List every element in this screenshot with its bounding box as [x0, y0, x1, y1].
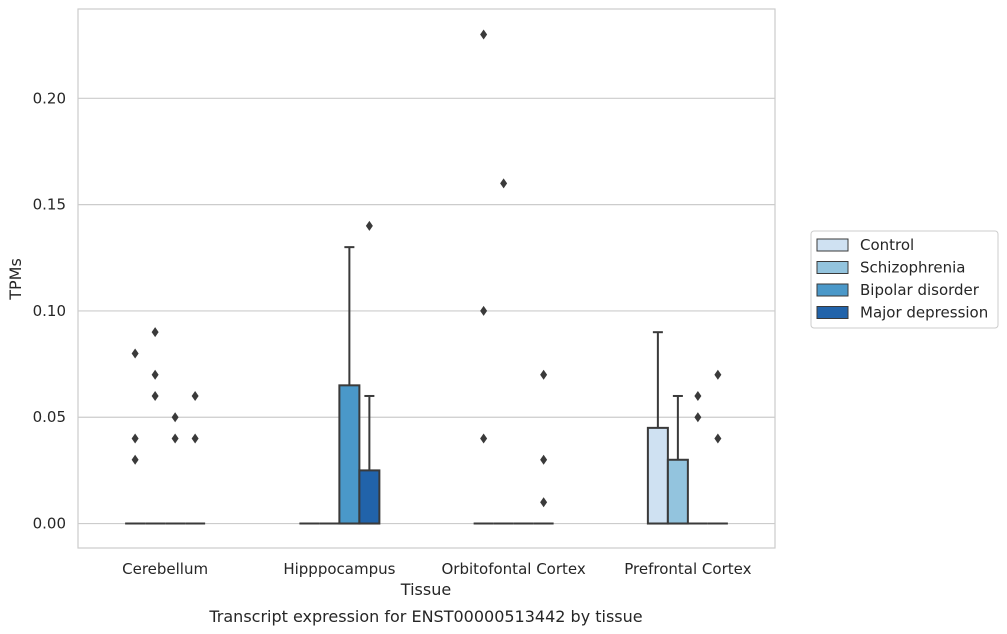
outlier-point	[694, 390, 702, 401]
outlier-point	[151, 369, 159, 380]
box-body	[338, 384, 361, 525]
box-body	[646, 426, 669, 525]
box-group	[707, 369, 728, 525]
outlier-point	[191, 433, 199, 444]
outlier-point	[540, 369, 548, 380]
outlier-point	[171, 433, 179, 444]
box-group	[358, 220, 381, 525]
x-tick-label: Hipppocampus	[283, 560, 395, 578]
box-body	[666, 458, 689, 525]
y-tick-label: 0.15	[33, 196, 66, 214]
legend-label: Major depression	[860, 304, 988, 322]
x-axis-ticks: Cerebellum Hipppocampus Orbitofontal Corte…	[122, 560, 751, 578]
box-group	[646, 331, 669, 525]
y-tick-label: 0.00	[33, 515, 66, 533]
outlier-point	[714, 369, 722, 380]
box-group	[145, 327, 166, 525]
plot-marks	[125, 29, 728, 525]
outlier-point	[191, 390, 199, 401]
y-axis-ticks: 0.00 0.05 0.10 0.15 0.20	[33, 89, 66, 532]
box-group	[687, 390, 708, 525]
legend-item: Control	[816, 236, 914, 254]
outlier-point	[131, 348, 139, 359]
legend-label: Control	[860, 236, 914, 254]
outlier-point	[131, 433, 139, 444]
legend-item: Major depression	[816, 304, 988, 322]
outlier-point	[500, 178, 508, 189]
legend-swatch	[816, 238, 849, 252]
outlier-point	[480, 305, 488, 316]
y-tick-label: 0.05	[33, 408, 66, 426]
outlier-point	[480, 433, 488, 444]
outlier-point	[131, 454, 139, 465]
outlier-point	[480, 29, 488, 40]
plot-frame	[77, 8, 776, 549]
outlier-point	[171, 412, 179, 423]
figure-caption: Transcript expression for ENST0000051344…	[208, 607, 642, 626]
outlier-point	[540, 497, 548, 508]
legend-swatch	[816, 283, 849, 297]
legend: Control Schizophrenia Bipolar disorder Majo…	[810, 230, 999, 329]
x-tick-label: Cerebellum	[122, 560, 208, 578]
box-body	[358, 469, 381, 525]
legend-frame	[810, 230, 999, 329]
legend-item: Bipolar disorder	[816, 281, 980, 299]
box-group	[125, 348, 146, 525]
legend-swatch	[816, 261, 849, 274]
outlier-point	[540, 454, 548, 465]
y-axis-label: TPMs	[6, 258, 25, 301]
x-tick-label: Prefrontal Cortex	[624, 560, 751, 578]
outlier-point	[151, 390, 159, 401]
box-group	[533, 369, 554, 525]
x-tick-label: Orbitofontal Cortex	[442, 560, 586, 578]
outlier-point	[694, 412, 702, 423]
legend-swatch	[816, 306, 849, 319]
legend-label: Schizophrenia	[860, 259, 965, 277]
legend-item: Schizophrenia	[816, 259, 965, 277]
box-group	[493, 178, 514, 525]
box-group	[666, 394, 689, 525]
box-group	[473, 29, 494, 525]
box-group	[185, 390, 206, 525]
x-axis-label: Tissue	[400, 580, 451, 599]
outlier-point	[151, 327, 159, 338]
y-tick-label: 0.10	[33, 302, 66, 320]
box-group	[165, 412, 186, 525]
box-group	[338, 246, 361, 525]
outlier-point	[714, 433, 722, 444]
legend-label: Bipolar disorder	[860, 281, 980, 299]
y-tick-label: 0.20	[33, 89, 66, 107]
outlier-point	[365, 220, 373, 231]
